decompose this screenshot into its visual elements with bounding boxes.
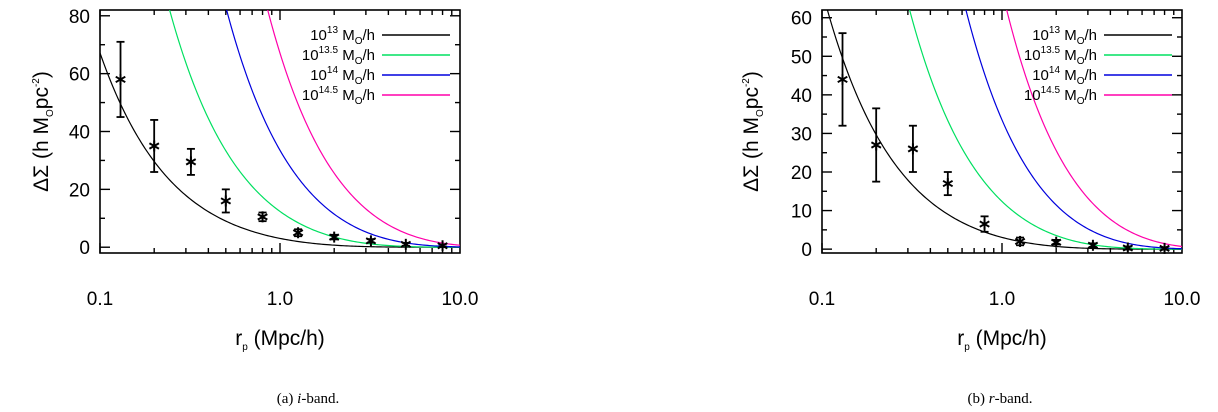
data-point [220, 188, 232, 214]
y-tick-label: 20 [791, 163, 812, 184]
asterisk-marker [1050, 238, 1062, 246]
x-axis-label: rp (Mpc/h) [957, 327, 1047, 353]
series-line-0 [826, 10, 1182, 250]
data-point [1159, 242, 1170, 254]
y-tick-label: 0 [79, 238, 90, 259]
legend-label-3: 1014.5 MO/h [302, 85, 375, 107]
legend-label-2: 1014 MO/h [310, 65, 375, 87]
data-point [942, 171, 954, 197]
data-point [257, 211, 268, 223]
asterisk-marker [1087, 241, 1099, 249]
y-tick-label: 40 [791, 86, 812, 107]
data-point [115, 40, 126, 118]
y-tick-label: 60 [791, 9, 812, 30]
y-axis-label: ΔΣ (h MOpc-2) [740, 71, 766, 192]
data-point [1087, 239, 1099, 251]
asterisk-marker [257, 213, 268, 221]
legend-label-2: 1014 MO/h [1032, 65, 1097, 87]
data-point [907, 124, 919, 173]
asterisk-marker [328, 233, 340, 241]
asterisk-marker [870, 141, 882, 149]
data-point [437, 240, 448, 252]
asterisk-marker [979, 220, 990, 228]
asterisk-marker [1122, 244, 1134, 252]
y-tick-label: 80 [69, 7, 90, 28]
legend-label-0: 1013 MO/h [310, 25, 375, 47]
legend-label-1: 1013.5 MO/h [302, 45, 375, 67]
x-tick-label: 10.0 [1164, 289, 1201, 310]
data-point [979, 215, 990, 233]
data-point [400, 238, 412, 250]
asterisk-marker [1014, 237, 1026, 246]
asterisk-marker [365, 237, 377, 245]
asterisk-marker [115, 75, 126, 84]
data-point [185, 147, 197, 176]
asterisk-marker [942, 179, 954, 188]
asterisk-marker [292, 229, 304, 237]
x-tick-label: 0.1 [809, 289, 835, 310]
y-tick-label: 0 [801, 240, 812, 261]
y-tick-label: 10 [791, 202, 812, 223]
model-curves [826, 10, 1182, 250]
data-point [365, 235, 377, 247]
asterisk-marker [220, 197, 232, 205]
asterisk-marker [907, 145, 919, 153]
data-point [328, 231, 340, 243]
legend-label-3: 1014.5 MO/h [1024, 85, 1097, 107]
x-tick-label: 1.0 [989, 289, 1015, 310]
y-tick-label: 60 [69, 65, 90, 86]
x-tick-label: 10.0 [442, 289, 479, 310]
series-line-3 [267, 10, 460, 246]
x-tick-label: 1.0 [267, 289, 293, 310]
data-point [1050, 236, 1062, 248]
asterisk-marker [185, 158, 197, 166]
asterisk-marker [837, 75, 848, 84]
y-tick-label: 50 [791, 47, 812, 68]
data-point [837, 32, 848, 127]
data-point [1122, 242, 1134, 254]
y-axis-label: ΔΣ (h MOpc-2) [30, 71, 56, 192]
series-line-1 [909, 10, 1182, 250]
x-tick-label: 0.1 [87, 289, 113, 310]
series-line-2 [965, 10, 1182, 250]
series-line-3 [1006, 10, 1182, 248]
legend-label-0: 1013 MO/h [1032, 25, 1097, 47]
y-tick-label: 20 [69, 180, 90, 201]
series-line-0 [100, 52, 460, 248]
x-axis-label: rp (Mpc/h) [235, 327, 325, 353]
asterisk-marker [400, 240, 412, 248]
figure-caption: (b) r-band. [968, 391, 1033, 407]
data-point [1014, 235, 1026, 247]
y-tick-label: 30 [791, 124, 812, 145]
asterisk-marker [148, 142, 160, 150]
figure-caption: (a) i-band. [277, 391, 339, 407]
data-point [292, 227, 304, 239]
y-tick-label: 40 [69, 123, 90, 144]
data-point [148, 119, 160, 173]
series-line-2 [225, 10, 460, 248]
model-curves [100, 10, 460, 248]
asterisk-marker [437, 242, 448, 250]
asterisk-marker [1159, 244, 1170, 252]
data-point [870, 107, 882, 183]
series-line-1 [169, 10, 460, 248]
legend-label-1: 1013.5 MO/h [1024, 45, 1097, 67]
